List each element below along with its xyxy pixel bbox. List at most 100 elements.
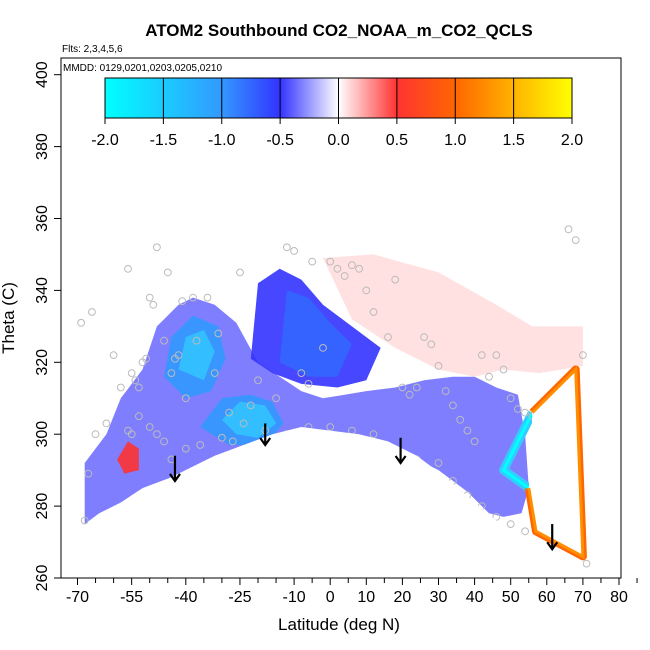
sample-point	[163, 268, 172, 277]
sample-point	[412, 383, 421, 392]
x-tick-label: 80	[610, 589, 628, 606]
sample-point	[506, 394, 515, 403]
sample-point	[420, 333, 429, 342]
colorbar-ticks: -2.0 -1.5 -1.0 -0.5 0.0 0.5 1.0 1.5 2.0	[91, 78, 583, 149]
sample-point	[225, 408, 234, 417]
y-tick-label: 280	[34, 493, 51, 520]
sample-point	[196, 441, 205, 449]
y-axis-label: Theta (C)	[0, 282, 18, 354]
x-tick-label: 30	[430, 589, 448, 606]
sample-point	[131, 376, 140, 385]
sample-point	[348, 261, 356, 270]
y-tick-label: 260	[34, 565, 51, 592]
sample-point	[521, 527, 529, 536]
sample-point	[297, 369, 306, 378]
sample-point	[521, 408, 529, 417]
x-tick-label: -70	[66, 589, 89, 606]
sample-point	[127, 369, 136, 378]
x-tick-label: 70	[574, 589, 592, 606]
sample-point	[80, 516, 89, 525]
y-tick-label: 380	[34, 133, 51, 160]
sample-point	[571, 236, 580, 245]
y-tick-label: 340	[34, 277, 51, 304]
sample-point	[218, 433, 226, 442]
sample-point	[181, 394, 190, 403]
dates-note: MMDD: 0129,0201,0203,0205,0210	[63, 63, 222, 74]
x-axis: -70 -55 -40 -25 -10 0 10 20 30 40 50 60 70 80	[66, 578, 638, 606]
sample-point	[369, 430, 378, 439]
sample-point	[340, 272, 349, 280]
sample-point	[84, 469, 93, 478]
sample-point	[283, 243, 291, 252]
sample-point	[236, 268, 244, 277]
sample-point	[492, 513, 501, 521]
sample-point	[506, 520, 515, 528]
sample-point	[102, 419, 111, 428]
sample-point	[116, 383, 125, 392]
sample-point	[463, 426, 472, 435]
sample-point	[239, 419, 248, 428]
sample-point	[127, 430, 136, 439]
sample-point	[326, 423, 335, 431]
wedge-blue-edge-inner	[501, 411, 534, 490]
sample-point	[290, 247, 299, 255]
sample-point	[499, 365, 508, 374]
x-tick-label: -10	[283, 589, 306, 606]
colorbar-tick-label: -0.5	[266, 132, 294, 149]
x-tick-label: -40	[174, 589, 197, 606]
sample-point	[124, 264, 132, 273]
sample-point	[564, 225, 573, 234]
sample-point	[174, 351, 183, 360]
sample-point	[145, 423, 154, 431]
sample-point	[391, 275, 400, 284]
y-tick-label: 320	[34, 349, 51, 376]
sample-point	[160, 437, 169, 446]
sample-point	[434, 459, 443, 467]
sample-point	[142, 354, 151, 363]
colorbar-tick-label: 1.0	[444, 132, 466, 149]
y-tick-label: 400	[34, 61, 51, 88]
sample-point	[167, 369, 176, 378]
sample-point	[192, 336, 201, 345]
colorbar-tick-label: -2.0	[91, 132, 119, 149]
sample-point	[470, 437, 479, 446]
x-tick-label: 40	[466, 589, 484, 606]
sample-point	[405, 390, 414, 399]
sample-point	[254, 376, 262, 385]
x-tick-label: 10	[357, 589, 375, 606]
sample-point	[228, 437, 237, 446]
sample-point	[492, 351, 501, 360]
region-south-red-patch	[117, 441, 139, 474]
sample-point	[181, 444, 190, 453]
sample-point	[149, 300, 158, 309]
regions-layer	[84, 254, 587, 561]
sample-point	[189, 293, 197, 302]
sample-point	[246, 401, 255, 410]
arrow-4	[546, 524, 559, 552]
sample-point	[135, 412, 143, 421]
x-tick-label: -25	[228, 589, 251, 606]
sample-point	[579, 351, 587, 360]
sample-point	[427, 340, 436, 349]
terrain-mask	[84, 427, 583, 578]
sample-point	[308, 257, 317, 266]
y-axis: 260 280 300 320 340 360 380 400	[34, 61, 61, 591]
wedge-red-edge-top	[527, 366, 585, 559]
x-tick-label: 0	[326, 589, 335, 606]
sample-point	[88, 308, 96, 316]
sample-point	[355, 264, 364, 273]
sample-point	[145, 293, 154, 302]
sample-point	[477, 351, 486, 360]
sample-point	[319, 344, 327, 352]
sample-point	[582, 559, 591, 568]
terrain-layer	[84, 366, 585, 578]
x-axis-label: Latitude (deg N)	[278, 615, 400, 634]
sample-point	[135, 383, 143, 392]
colorbar-tick-label: 0.0	[327, 132, 349, 149]
sample-point	[398, 383, 407, 392]
arrow-2	[259, 423, 272, 447]
sample-point	[362, 286, 371, 295]
sample-point	[449, 401, 457, 410]
y-tick-label: 300	[34, 421, 51, 448]
sample-point	[514, 405, 522, 413]
